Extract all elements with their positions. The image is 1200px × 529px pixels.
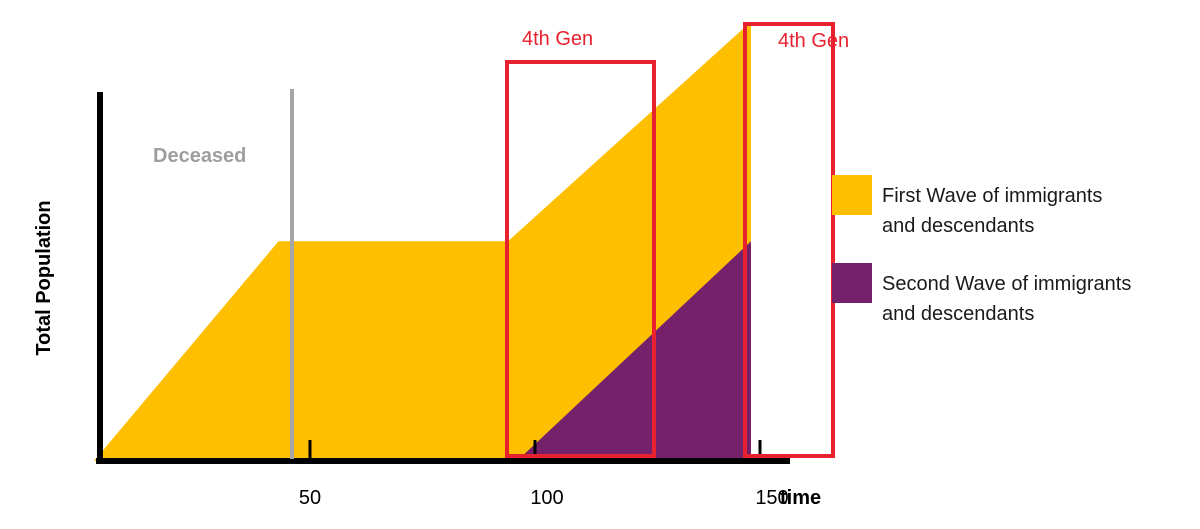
legend: First Wave of immigrants and descendants S… (832, 175, 1131, 325)
x-axis-title: time (780, 487, 821, 509)
legend-label-1: and descendants (882, 215, 1034, 237)
legend-label-1: First Wave of immigrants (882, 185, 1102, 207)
area-series-group (94, 21, 751, 462)
legend-swatch-1 (832, 175, 872, 215)
area-series-2 (517, 241, 751, 461)
x-tick-label-150: 150 (755, 487, 788, 509)
deceased-label: Deceased (153, 145, 246, 167)
legend-label-2: and descendants (882, 303, 1034, 325)
area-series-1 (94, 21, 751, 462)
legend-swatch-2 (832, 263, 872, 303)
fourth-gen-label-1: 4th Gen (522, 28, 593, 50)
x-tick-label-50: 50 (299, 487, 321, 509)
y-axis-title: Total Population (33, 200, 55, 355)
x-tick-label-100: 100 (530, 487, 563, 509)
fourth-gen-box-1 (505, 60, 656, 458)
fourth-gen-box-2 (743, 22, 835, 458)
legend-label-2: Second Wave of immigrants (882, 273, 1131, 295)
fourth-gen-label-2: 4th Gen (778, 30, 849, 52)
